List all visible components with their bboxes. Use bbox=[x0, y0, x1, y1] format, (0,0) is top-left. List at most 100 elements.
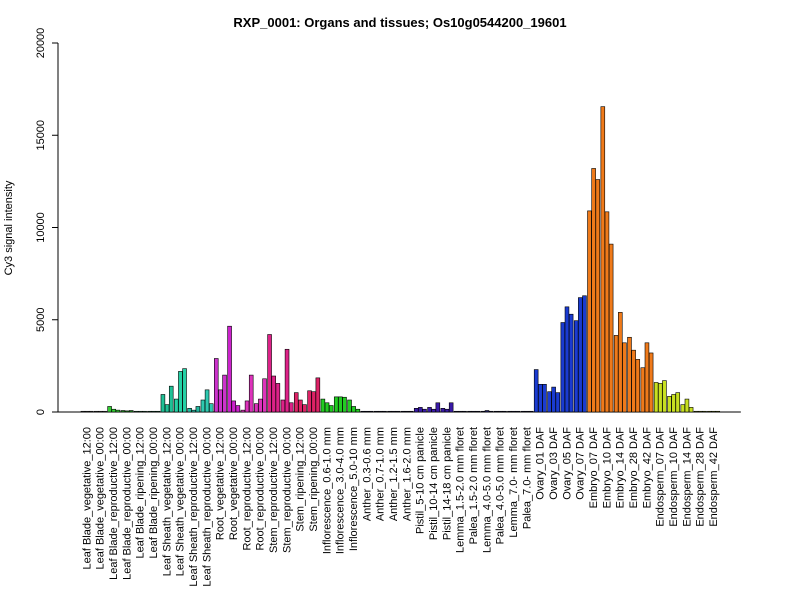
bar bbox=[227, 325, 232, 413]
category-label: Inflorescence_0.6-1.0 mm bbox=[321, 427, 333, 554]
bar bbox=[347, 399, 352, 413]
category-label: Embryo_10 DAF bbox=[601, 427, 613, 509]
category-label: Stem_reproductive_00:00 bbox=[281, 427, 293, 553]
bar bbox=[400, 410, 406, 413]
bar bbox=[422, 408, 427, 413]
category-label: Root_reproductive_00:00 bbox=[255, 427, 267, 551]
bar bbox=[98, 410, 103, 413]
bar bbox=[218, 389, 223, 413]
bar bbox=[288, 402, 294, 413]
bar bbox=[195, 406, 201, 413]
bar bbox=[542, 384, 547, 413]
bar bbox=[644, 342, 650, 413]
category-label: Endosperm_42 DAF bbox=[708, 427, 720, 527]
bar bbox=[582, 295, 587, 413]
bar bbox=[587, 210, 592, 413]
bar bbox=[360, 410, 366, 413]
category-label: Anther_0.7-1.0 mm bbox=[375, 427, 387, 521]
bar bbox=[373, 410, 379, 413]
category-label: Root_reproductive_12:00 bbox=[241, 427, 253, 551]
bar bbox=[151, 410, 157, 413]
bar bbox=[418, 407, 423, 413]
bar bbox=[320, 398, 326, 413]
bar bbox=[448, 402, 454, 413]
bar bbox=[564, 306, 570, 413]
bar bbox=[538, 384, 543, 413]
bar bbox=[124, 410, 130, 413]
bar bbox=[102, 410, 107, 413]
bar bbox=[142, 410, 147, 413]
bar bbox=[622, 342, 627, 413]
bar bbox=[702, 410, 707, 413]
bar bbox=[680, 404, 686, 413]
bar bbox=[635, 359, 641, 413]
bar bbox=[231, 400, 236, 413]
bar bbox=[462, 410, 467, 413]
bar bbox=[568, 313, 574, 413]
bar bbox=[333, 396, 339, 413]
bar bbox=[275, 383, 281, 413]
category-label: Lemma_1.5-2.0 mm floret bbox=[455, 427, 467, 553]
category-label: Embryo_28 DAF bbox=[628, 427, 640, 509]
bar bbox=[111, 408, 117, 413]
bar bbox=[715, 410, 721, 413]
bar bbox=[688, 407, 694, 413]
chart-title: RXP_0001: Organs and tissues; Os10g05442… bbox=[233, 15, 566, 30]
bar bbox=[387, 410, 392, 413]
bar bbox=[84, 410, 90, 413]
bar bbox=[515, 410, 521, 413]
bar bbox=[364, 410, 370, 413]
bar bbox=[662, 380, 667, 413]
category-label: Anther_1.6-2.0 mm bbox=[401, 427, 413, 521]
y-tick-label: 10000 bbox=[35, 212, 47, 243]
bar bbox=[164, 404, 170, 413]
category-label: Leaf Blade_vegetative_12:00 bbox=[81, 427, 93, 570]
y-tick-label: 15000 bbox=[35, 120, 47, 151]
category-label: Palea_4.0-5.0 mm floret bbox=[495, 427, 507, 544]
bar bbox=[435, 402, 441, 413]
bar bbox=[493, 410, 499, 413]
category-label: Lemma_7.0- mm floret bbox=[508, 427, 520, 538]
y-axis-label: Cy3 signal intensity bbox=[3, 180, 15, 275]
bar bbox=[440, 408, 446, 413]
bar bbox=[168, 385, 174, 413]
bar bbox=[528, 410, 534, 413]
bar bbox=[658, 383, 663, 413]
bar bbox=[328, 405, 334, 413]
bar bbox=[368, 410, 374, 413]
category-label: Embryo_42 DAF bbox=[641, 427, 653, 509]
bar bbox=[533, 369, 539, 413]
bar bbox=[94, 410, 99, 413]
y-tick-label: 20000 bbox=[35, 28, 47, 59]
category-label: Palea_1.5-2.0 mm floret bbox=[468, 427, 480, 544]
bar bbox=[573, 320, 579, 413]
category-label: Pistil_14-18 cm panicle bbox=[441, 427, 453, 540]
bar bbox=[244, 400, 250, 413]
category-label: Leaf Blade_reproductive_00:00 bbox=[121, 427, 133, 580]
bar bbox=[174, 398, 179, 413]
y-axis: 0 5000 10000 15000 20000 bbox=[35, 28, 59, 415]
category-label: Ovary_05 DAF bbox=[561, 427, 573, 500]
category-label: Root_vegetative_12:00 bbox=[215, 427, 227, 540]
bar bbox=[613, 335, 619, 413]
category-label: Leaf Sheath_vegetative_12:00 bbox=[161, 427, 173, 576]
bar bbox=[120, 410, 126, 413]
bar bbox=[520, 410, 526, 413]
bar bbox=[498, 410, 503, 413]
bar bbox=[134, 410, 139, 413]
bar bbox=[80, 410, 86, 413]
bar bbox=[107, 406, 112, 413]
bar bbox=[293, 392, 299, 413]
bar bbox=[547, 391, 552, 413]
category-label: Leaf Sheath_reproductive_00:00 bbox=[201, 427, 213, 587]
bar bbox=[214, 358, 219, 413]
bar bbox=[302, 404, 307, 413]
bar bbox=[160, 394, 166, 413]
category-label: Leaf Sheath_reproductive_12:00 bbox=[188, 427, 200, 587]
category-label: Anther_0.3-0.6 mm bbox=[361, 427, 373, 521]
bar bbox=[298, 399, 303, 413]
bar bbox=[178, 371, 183, 413]
bar bbox=[382, 410, 387, 413]
bar bbox=[115, 409, 121, 413]
